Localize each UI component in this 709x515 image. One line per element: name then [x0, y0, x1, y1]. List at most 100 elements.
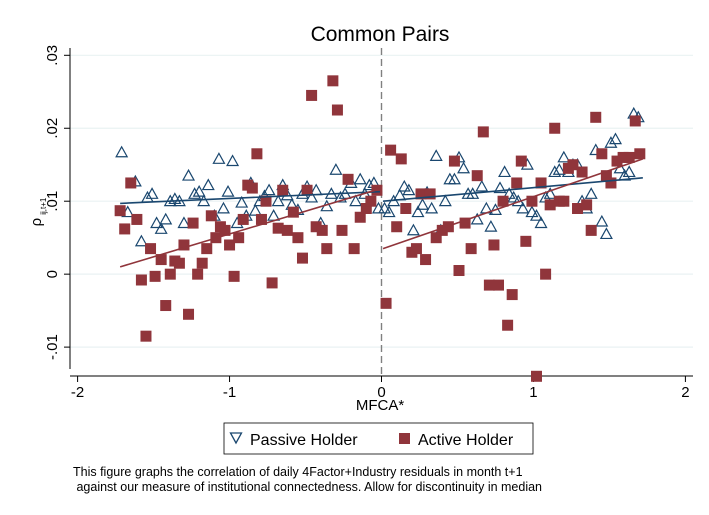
y-axis-label: ρ ij,t+1	[28, 197, 48, 226]
active-holder-point	[336, 224, 348, 236]
passive-holder-point	[333, 190, 347, 203]
active-holder-point	[634, 148, 646, 160]
active-holder-point	[459, 217, 471, 229]
passive-holder-point	[502, 187, 516, 199]
active-holder-point	[515, 155, 527, 167]
figure-note: This figure graphs the correlation of da…	[73, 465, 542, 495]
active-holder-point	[395, 153, 407, 165]
passive-holder-point	[416, 198, 430, 210]
active-holder-point	[544, 199, 556, 211]
passive-holder-fit-line	[120, 190, 381, 205]
passive-holder-point	[604, 136, 618, 148]
x-tick-label: 1	[529, 384, 537, 401]
x-tick-label: -1	[223, 384, 236, 401]
passive-holder-point	[150, 216, 164, 229]
passive-holder-point	[525, 205, 539, 218]
active-holder-point	[380, 297, 392, 309]
active-holder-point	[365, 195, 377, 207]
data-points	[114, 75, 646, 382]
passive-holder-point	[159, 212, 173, 225]
passive-holder-point	[378, 201, 392, 214]
y-tick-label: .03	[44, 45, 61, 66]
passive-holder-point	[507, 190, 521, 203]
passive-holder-point	[197, 194, 211, 207]
passive-holder-point	[115, 145, 129, 158]
passive-holder-point	[248, 203, 262, 216]
active-holder-point	[205, 210, 217, 222]
active-holder-point	[576, 166, 588, 178]
passive-holder-point	[402, 183, 416, 196]
passive-holder-point	[201, 178, 215, 191]
active-holder-point	[119, 223, 131, 235]
active-holder-point	[585, 224, 597, 236]
active-holder-point	[255, 213, 267, 225]
legend-box	[223, 422, 534, 455]
active-holder-point	[488, 239, 500, 251]
passive-holder-point	[382, 205, 396, 218]
active-holder-point	[348, 243, 360, 255]
passive-holder-point	[498, 165, 512, 178]
passive-holder-point	[557, 150, 571, 163]
passive-holder-point	[484, 220, 498, 232]
active-holder-point	[281, 224, 293, 236]
active-holder-point	[410, 243, 422, 255]
passive-holder-point	[543, 187, 557, 199]
y-tick-label: -.01	[44, 334, 61, 360]
active-holder-point	[535, 177, 547, 189]
active-holder-point	[155, 254, 167, 266]
active-holder-point	[453, 265, 465, 277]
legend-label-active: Active Holder	[418, 432, 514, 449]
active-holder-point	[596, 148, 608, 160]
active-holder-point	[187, 217, 199, 229]
active-holder-point	[448, 155, 460, 167]
active-holder-point	[219, 224, 231, 236]
passive-holder-point	[548, 165, 562, 178]
active-holder-point	[360, 203, 372, 214]
active-holder-point	[160, 300, 172, 312]
passive-holder-point	[216, 201, 230, 214]
passive-holder-point	[429, 149, 443, 161]
active-holder-point	[246, 182, 258, 194]
active-holder-point	[233, 232, 245, 244]
x-tick-label: 2	[681, 384, 689, 401]
active-holder-point	[520, 235, 532, 247]
passive-holder-point	[145, 187, 159, 199]
passive-holder-point	[599, 227, 613, 240]
active-holder-point	[567, 159, 579, 171]
active-holder-point	[590, 111, 602, 123]
active-holder-point	[581, 199, 593, 211]
passive-holder-fit-line	[382, 177, 643, 203]
y-tick-label: 0	[44, 270, 61, 278]
active-holder-point	[483, 279, 495, 291]
active-holder-point	[301, 184, 313, 196]
chart-title: Common Pairs	[311, 23, 450, 46]
figure-note-line-2: against our measure of institutional con…	[73, 480, 543, 494]
active-holder-point	[400, 203, 412, 214]
active-holder-point	[497, 195, 509, 207]
active-holder-point	[526, 195, 538, 207]
active-holder-point	[506, 289, 518, 301]
active-holder-point	[430, 232, 442, 244]
active-holder-point	[354, 211, 366, 223]
active-holder-point	[611, 155, 623, 167]
active-holder-point	[306, 89, 318, 101]
passive-holder-point	[470, 212, 484, 225]
active-holder-point	[415, 188, 427, 200]
passive-holder-point	[329, 163, 343, 175]
active-holder-point	[629, 115, 641, 127]
passive-holder-point	[192, 184, 206, 197]
passive-holder-point	[134, 234, 148, 247]
y-tick-label: .01	[44, 191, 61, 212]
passive-holder-point	[529, 209, 544, 221]
passive-holder-point	[595, 214, 609, 227]
legend-square-marker	[399, 433, 410, 444]
passive-holder-point	[552, 163, 566, 175]
active-holder-point	[385, 144, 397, 156]
active-holder-point	[277, 184, 289, 196]
passive-holder-point	[397, 179, 411, 192]
active-holder-point	[149, 270, 161, 282]
active-holder-point	[477, 126, 489, 138]
active-holder-point	[572, 203, 584, 214]
active-holder-fit-line	[119, 188, 381, 268]
